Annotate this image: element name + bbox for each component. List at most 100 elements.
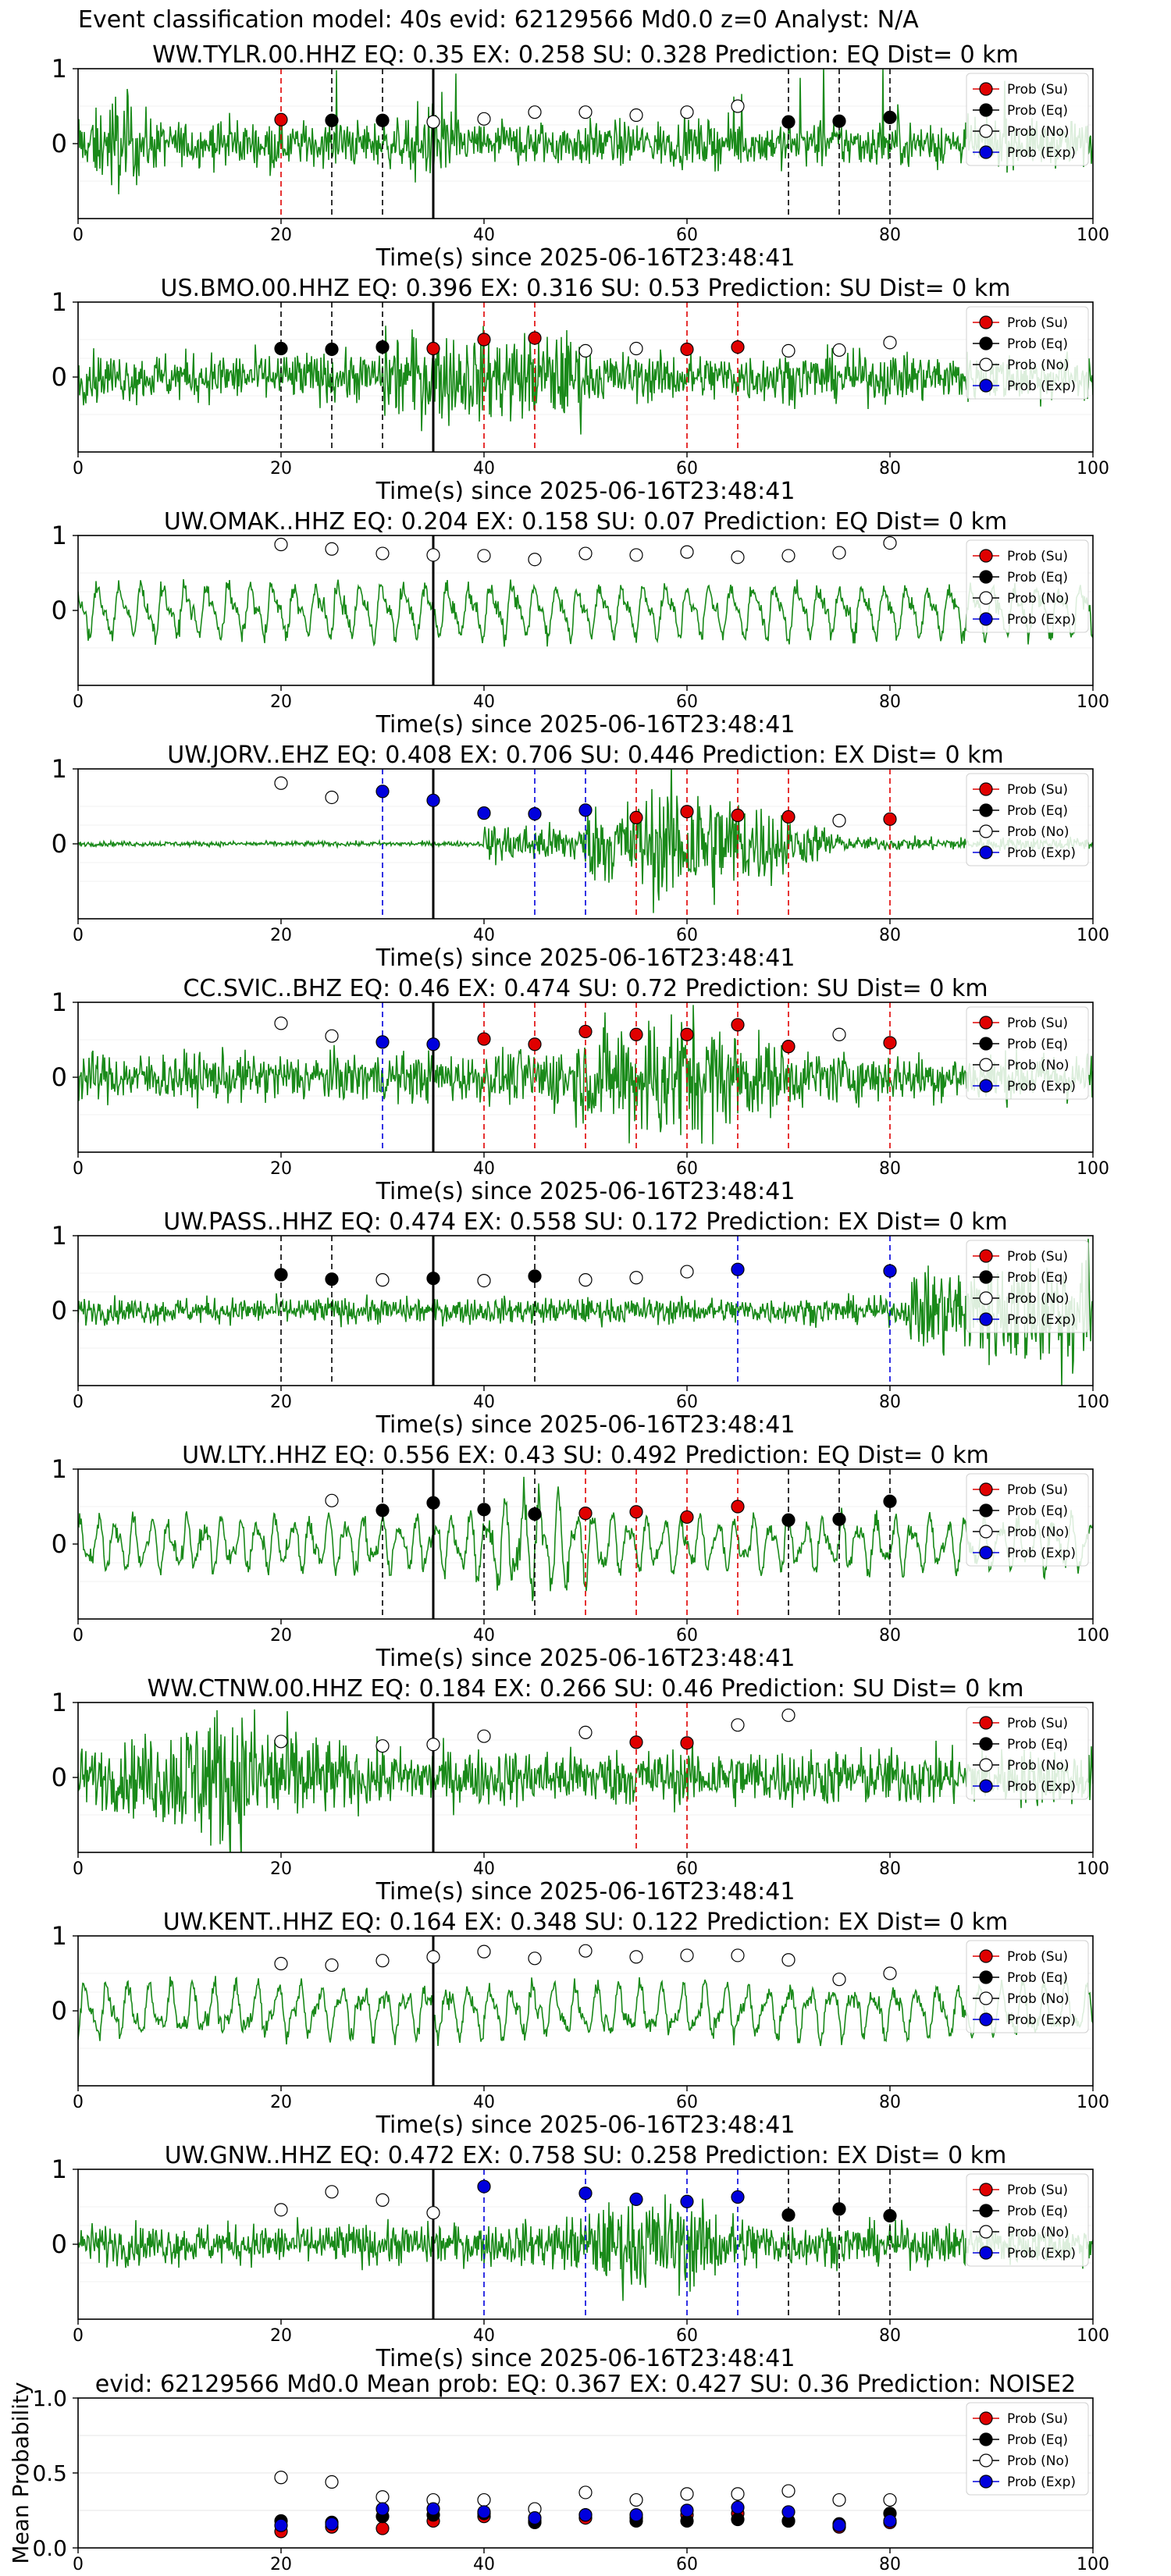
legend-label: Prob (Su): [1007, 1249, 1068, 1265]
legend-label: Prob (No): [1007, 2225, 1070, 2240]
legend: Prob (Su) Prob (Eq) Prob (No) Prob (Exp): [966, 1706, 1089, 1800]
prob-marker-su: [426, 341, 440, 356]
mean-marker-no: [832, 2492, 846, 2507]
prob-marker-no: [832, 343, 846, 358]
waveform-trace: [78, 1709, 1093, 1852]
prob-marker-su: [731, 1500, 745, 1514]
prob-marker-su: [680, 1510, 694, 1525]
x-tick-label: 20: [270, 459, 292, 479]
legend-label: Prob (Exp): [1007, 1546, 1076, 1561]
prob-marker-no: [274, 776, 288, 790]
legend-box: [966, 1940, 1089, 2033]
panel-title: evid: 62129566 Md0.0 Mean prob: EQ: 0.36…: [95, 2371, 1077, 2398]
mean-marker-no: [731, 2487, 745, 2501]
x-tick-label: 80: [879, 1859, 901, 1879]
x-tick-label: 100: [1077, 1159, 1109, 1179]
x-tick-label: 40: [473, 226, 495, 245]
x-tick-label: 20: [270, 1626, 292, 1646]
x-tick-label: 40: [473, 2326, 495, 2346]
prob-marker-su: [477, 1032, 491, 1046]
station-panel-9: UW.KENT..HHZ EQ: 0.164 EX: 0.348 SU: 0.1…: [52, 1909, 1109, 2139]
prob-marker-no: [528, 105, 542, 119]
waveform-trace: [78, 326, 1093, 435]
legend-label: Prob (No): [1007, 1058, 1070, 1073]
x-tick-label: 60: [676, 1159, 698, 1179]
prob-marker-no: [376, 1954, 390, 1968]
prob-marker-no: [578, 1725, 593, 1739]
x-tick-label: 0: [73, 459, 84, 479]
legend-label: Prob (No): [1007, 591, 1070, 607]
prob-marker-no: [578, 343, 593, 358]
prob-marker-eq: [528, 1269, 542, 1283]
legend-label: Prob (Exp): [1007, 2012, 1076, 2028]
prob-marker-no: [477, 112, 491, 126]
panel-title: UW.PASS..HHZ EQ: 0.474 EX: 0.558 SU: 0.1…: [163, 1208, 1007, 1236]
prob-marker-su: [680, 342, 694, 357]
prob-marker-su: [629, 1735, 643, 1749]
y-tick-label: 1: [52, 521, 67, 550]
legend-marker: [979, 1312, 993, 1326]
mean-probability-panel: evid: 62129566 Md0.0 Mean prob: EQ: 0.36…: [8, 2371, 1109, 2574]
legend-label: Prob (Exp): [1007, 1079, 1076, 1094]
prob-marker-no: [731, 1718, 745, 1732]
legend-marker: [979, 2246, 993, 2260]
prob-marker-no: [325, 790, 339, 805]
prob-marker-no: [528, 1952, 542, 1966]
x-tick-label: 0: [73, 226, 84, 245]
prob-marker-no: [376, 2193, 390, 2207]
prob-marker-eq: [325, 342, 339, 357]
prob-marker-no: [578, 105, 593, 119]
legend-box: [966, 73, 1089, 166]
prob-marker-no: [325, 542, 339, 556]
legend-marker: [979, 1503, 993, 1517]
prob-marker-eq: [325, 113, 339, 127]
legend-marker: [979, 124, 993, 138]
waveform-trace: [78, 769, 1093, 913]
mean-marker-no: [629, 2492, 643, 2507]
prob-marker-su: [883, 812, 897, 826]
y-tick-label: 0: [52, 829, 67, 859]
prob-marker-no: [528, 553, 542, 567]
x-tick-label: 80: [879, 2555, 901, 2574]
y-tick-label: 1: [52, 2154, 67, 2184]
y-tick-label: 0: [52, 1996, 67, 2026]
legend-label: Prob (Exp): [1007, 1312, 1076, 1328]
station-panel-3: UW.OMAK..HHZ EQ: 0.204 EX: 0.158 SU: 0.0…: [52, 508, 1109, 738]
legend-box: [966, 773, 1089, 866]
x-tick-label: 40: [473, 1626, 495, 1646]
prob-marker-exp: [680, 2194, 694, 2208]
x-tick-label: 60: [676, 459, 698, 479]
legend-marker: [979, 824, 993, 838]
prob-marker-no: [325, 1493, 339, 1507]
legend-label: Prob (Su): [1007, 549, 1068, 564]
y-tick-label: 1: [52, 287, 67, 317]
y-tick-label: 1: [52, 754, 67, 784]
legend-marker: [979, 1249, 993, 1263]
prob-marker-no: [883, 1966, 897, 1980]
prob-marker-su: [578, 1507, 593, 1521]
mean-marker-no: [680, 2487, 694, 2501]
x-tick-label: 20: [270, 1159, 292, 1179]
y-tick-label: 0.5: [32, 2460, 67, 2486]
legend-label: Prob (Exp): [1007, 845, 1076, 861]
prob-marker-no: [781, 1953, 795, 1967]
y-tick-label: 0: [52, 129, 67, 158]
x-tick-label: 80: [879, 1393, 901, 1412]
prob-marker-no: [325, 1029, 339, 1043]
prob-marker-no: [477, 1944, 491, 1959]
legend-box: [966, 1706, 1089, 1800]
prob-marker-no: [274, 1735, 288, 1749]
waveform-trace: [78, 1238, 1093, 1386]
legend-marker: [979, 845, 993, 859]
mean-marker-no: [325, 2475, 339, 2489]
legend-marker: [979, 2475, 993, 2489]
prob-marker-no: [883, 535, 897, 550]
waveform-trace: [78, 2194, 1093, 2301]
legend-marker: [979, 591, 993, 605]
y-tick-label: 1: [52, 987, 67, 1017]
prob-marker-eq: [274, 1268, 288, 1282]
prob-marker-no: [426, 1738, 440, 1752]
legend-marker: [979, 1482, 993, 1496]
x-tick-label: 60: [676, 2555, 698, 2574]
